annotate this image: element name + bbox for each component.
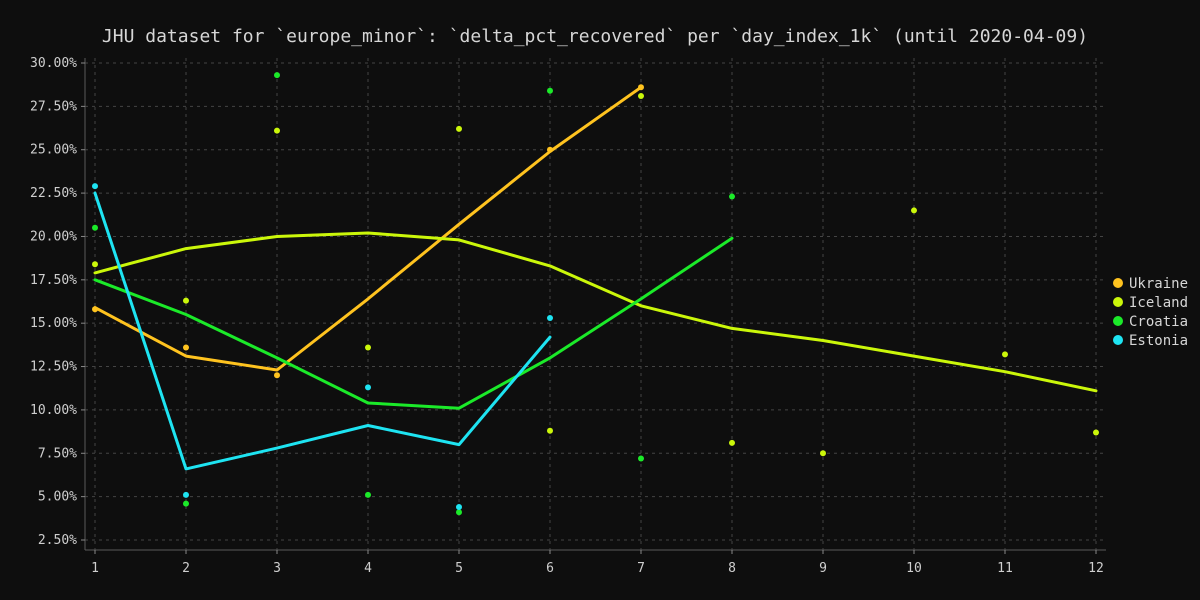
- x-tick-label: 10: [906, 561, 922, 576]
- data-point-ukraine: [183, 344, 189, 351]
- y-tick-label: 17.50%: [30, 273, 77, 288]
- data-point-croatia: [183, 500, 189, 507]
- y-tick-label: 15.00%: [30, 316, 77, 331]
- data-point-iceland: [1002, 351, 1008, 358]
- grid-lines: [85, 58, 1106, 550]
- data-point-ukraine: [547, 146, 553, 153]
- data-point-croatia: [547, 87, 553, 94]
- series-scatter-points: [92, 72, 1099, 516]
- x-tick-label: 6: [546, 561, 554, 576]
- legend-marker-croatia: [1113, 316, 1123, 326]
- data-point-ukraine: [274, 372, 280, 379]
- y-tick-label: 12.50%: [30, 360, 77, 375]
- data-point-iceland: [547, 427, 553, 434]
- data-point-iceland: [820, 450, 826, 457]
- y-axis-ticks: 2.50% 5.00% 7.50% 10.00% 12.50% 15.00% 17.50% 2…: [30, 56, 85, 548]
- data-point-ukraine: [92, 306, 98, 313]
- legend: Ukraine Iceland Croatia Estonia: [1113, 276, 1188, 349]
- x-tick-label: 12: [1088, 561, 1104, 576]
- x-tick-label: 3: [273, 561, 281, 576]
- x-tick-label: 4: [364, 561, 372, 576]
- data-point-iceland: [638, 92, 644, 99]
- legend-label-iceland: Iceland: [1129, 295, 1188, 311]
- trend-line-iceland: [93, 231, 1098, 393]
- data-point-croatia: [729, 193, 735, 200]
- y-tick-label: 27.50%: [30, 99, 77, 114]
- data-point-iceland: [92, 261, 98, 268]
- data-point-iceland: [365, 344, 371, 351]
- y-tick-label: 25.00%: [30, 143, 77, 158]
- y-tick-label: 30.00%: [30, 56, 77, 71]
- y-tick-label: 22.50%: [30, 186, 77, 201]
- x-axis-ticks: 1 2 3 4 5 6 7 8 9 10 11 12: [91, 550, 1104, 576]
- series-trend-lines: [93, 85, 1098, 471]
- data-point-estonia: [365, 384, 371, 391]
- data-point-estonia: [456, 504, 462, 511]
- y-tick-label: 10.00%: [30, 403, 77, 418]
- y-tick-label: 7.50%: [38, 446, 77, 461]
- data-point-iceland: [274, 127, 280, 134]
- data-point-estonia: [183, 491, 189, 498]
- x-tick-label: 5: [455, 561, 463, 576]
- data-point-iceland: [729, 439, 735, 446]
- y-tick-label: 2.50%: [38, 533, 77, 548]
- axis-frame: [84, 58, 1106, 551]
- data-point-iceland: [456, 125, 462, 132]
- x-tick-label: 9: [819, 561, 827, 576]
- data-point-iceland: [911, 207, 917, 214]
- data-point-croatia: [638, 455, 644, 462]
- data-point-croatia: [365, 491, 371, 498]
- data-point-croatia: [274, 72, 280, 79]
- y-tick-label: 20.00%: [30, 229, 77, 244]
- data-point-estonia: [547, 314, 553, 321]
- legend-label-estonia: Estonia: [1129, 333, 1188, 349]
- trend-line-estonia: [93, 191, 552, 471]
- x-tick-label: 8: [728, 561, 736, 576]
- x-tick-label: 7: [637, 561, 645, 576]
- data-point-croatia: [456, 509, 462, 516]
- x-tick-label: 11: [997, 561, 1013, 576]
- y-tick-label: 5.00%: [38, 490, 77, 505]
- legend-marker-ukraine: [1113, 278, 1123, 288]
- legend-label-croatia: Croatia: [1129, 314, 1188, 330]
- trend-line-croatia: [93, 236, 734, 410]
- legend-marker-iceland: [1113, 297, 1123, 307]
- legend-marker-estonia: [1113, 335, 1123, 345]
- data-point-estonia: [92, 183, 98, 190]
- chart-title: JHU dataset for `europe_minor`: `delta_p…: [102, 26, 1088, 47]
- x-tick-label: 1: [91, 561, 99, 576]
- x-tick-label: 2: [182, 561, 190, 576]
- data-point-ukraine: [638, 84, 644, 91]
- data-point-croatia: [92, 224, 98, 231]
- legend-label-ukraine: Ukraine: [1129, 276, 1188, 292]
- data-point-iceland: [1093, 429, 1099, 436]
- data-point-iceland: [183, 297, 189, 304]
